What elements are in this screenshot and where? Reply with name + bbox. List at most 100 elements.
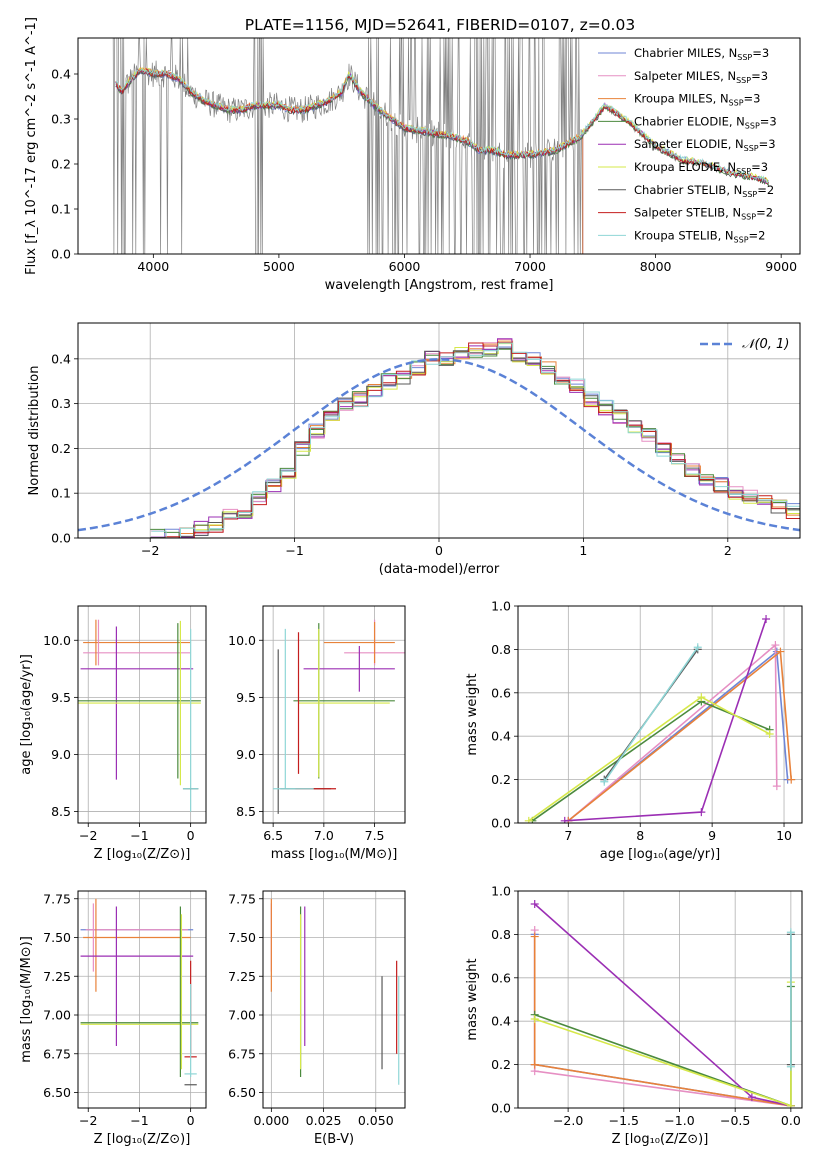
x-tick-label: 2	[724, 543, 732, 558]
plot-area	[524, 615, 796, 823]
y-tick-label: 0.8	[491, 927, 511, 942]
y-tick-label: 6.75	[228, 1046, 256, 1061]
x-axis-label: wavelength [Angstrom, rest frame]	[325, 278, 554, 293]
chart-mass_vs_Z: −2 −1 0 6.50 6.75 7.00 7.25 7.50 7.75 Z [log₁₀(Z/…	[19, 890, 207, 1147]
y-tick-label: 0.4	[51, 351, 71, 366]
legend-label-text: Salpeter ELODIE, N	[634, 137, 744, 151]
x-tick-label: 6.5	[263, 828, 283, 843]
x-tick-label: 10	[776, 828, 792, 843]
y-tick-label: 0.8	[491, 642, 511, 657]
y-tick-label: 0.0	[51, 531, 71, 546]
legend-label: Kroupa STELIB, NSSP=2	[634, 228, 765, 244]
legend-label-tail: =2	[756, 206, 773, 220]
x-axis-label: Z [log₁₀(Z/Z⊙)]	[94, 847, 191, 862]
mass-weight-marker	[771, 641, 780, 650]
mass-weight-marker	[747, 1093, 756, 1102]
legend-label-tail: =3	[744, 92, 761, 106]
mass-weight-marker	[786, 928, 795, 937]
chart-age_vs_mass: 6.5 7.0 7.5 8.5 9.0 9.5 10.0 mass [log₁₀(M/M⊙)]	[228, 605, 406, 862]
axes-frame	[77, 890, 207, 1109]
mass-weight-marker	[600, 777, 609, 786]
chart-mass_vs_ebv: 0.000 0.025 0.050 6.50 6.75 7.00 7.25 7.50 7.75 E…	[228, 890, 406, 1147]
x-tick-label: 0.025	[306, 1113, 342, 1128]
y-axis-label: Normed distribution	[27, 366, 42, 496]
x-tick-label: 0.050	[358, 1113, 394, 1128]
legend-label-text: Salpeter STELIB, N	[634, 206, 741, 220]
y-tick-label: 0.2	[491, 772, 511, 787]
chart-weight_vs_age: 7 8 9 10 0.0 0.2 0.4 0.6 0.8 1.0 age [log₁₀(age/yr…	[465, 599, 803, 862]
y-tick-label: 7.50	[43, 930, 71, 945]
y-tick-label: 8.5	[51, 804, 71, 819]
y-tick-label: 10.0	[43, 633, 71, 648]
legend-label-tail: =3	[760, 114, 777, 128]
x-tick-label: 0.000	[253, 1113, 289, 1128]
y-tick-label: 6.50	[228, 1085, 256, 1100]
x-tick-label: −2.0	[553, 1113, 583, 1128]
y-tick-label: 1.0	[491, 599, 511, 614]
x-tick-label: 8000	[640, 259, 672, 274]
legend-label-text: Chabrier ELODIE, N	[634, 114, 745, 128]
axes-frame	[77, 37, 801, 255]
legend-label-tail: =2	[757, 183, 774, 197]
y-tick-label: 9.5	[236, 690, 256, 705]
x-tick-label: 6000	[389, 259, 421, 274]
residual-histogram	[150, 342, 800, 538]
legend-label-sub: SSP	[736, 76, 751, 85]
x-axis-label: mass [log₁₀(M/M⊙)]	[271, 847, 398, 862]
x-tick-label: −1.0	[664, 1113, 694, 1128]
legend-label: Kroupa MILES, NSSP=3	[634, 92, 760, 108]
y-tick-label: 7.50	[228, 930, 256, 945]
y-tick-label: 0.1	[51, 486, 71, 501]
mass-weight-marker	[787, 775, 796, 784]
mass-weight-marker	[524, 816, 533, 823]
x-tick-label: 7.0	[314, 828, 334, 843]
axes-frame	[517, 890, 803, 1109]
mass-weight-marker	[530, 932, 539, 941]
chart-age_vs_Z: −2 −1 0 8.5 9.0 9.5 10.0 Z [log₁₀(Z/Z⊙)] age [lo…	[19, 605, 207, 862]
y-tick-label: 6.50	[43, 1085, 71, 1100]
y-axis-label: mass weight	[465, 673, 480, 755]
y-tick-label: 7.25	[43, 969, 71, 984]
legend-label: Salpeter MILES, NSSP=3	[634, 69, 768, 85]
mass-weight-marker	[693, 643, 702, 652]
y-tick-label: 0.3	[51, 396, 71, 411]
x-tick-label: −0.5	[720, 1113, 750, 1128]
x-tick-label: −1	[130, 1113, 148, 1128]
axes-frame	[262, 890, 406, 1109]
x-axis-label: Z [log₁₀(Z/Z⊙)]	[94, 1132, 191, 1147]
mass-weight-marker	[776, 647, 785, 656]
x-tick-label: 9000	[765, 259, 797, 274]
y-tick-label: 7.25	[228, 969, 256, 984]
legend-label: 𝒩(0, 1)	[742, 337, 789, 352]
plot-area	[273, 619, 405, 814]
legend-label-text: Kroupa ELODIE, N	[634, 160, 736, 174]
x-tick-label: 0	[435, 543, 443, 558]
y-tick-label: 0.1	[51, 202, 71, 217]
plot-area	[112, 38, 769, 254]
legend-label-sub: SSP	[736, 167, 751, 176]
legend-label: Salpeter ELODIE, NSSP=3	[634, 137, 776, 153]
legend-label: Chabrier ELODIE, NSSP=3	[634, 114, 777, 130]
legend-label: Salpeter STELIB, NSSP=2	[634, 206, 773, 222]
legend-label-tail: =3	[751, 160, 768, 174]
x-tick-label: −1	[130, 828, 148, 843]
legend-label-sub: SSP	[744, 144, 759, 153]
legend-label-sub: SSP	[745, 121, 760, 130]
legend-label-text: Kroupa STELIB, N	[634, 228, 734, 242]
plot-area	[530, 900, 795, 1108]
y-axis-label: Flux [f_λ 10^-17 erg cm^-2 s^-1 A^-1]	[24, 17, 39, 275]
y-tick-label: 0.2	[491, 1057, 511, 1072]
mass-weight-marker	[530, 1060, 539, 1069]
y-tick-label: 0.6	[491, 685, 511, 700]
x-tick-label: 0	[187, 828, 195, 843]
y-tick-label: 1.0	[491, 884, 511, 899]
legend-label-sub: SSP	[741, 213, 756, 222]
mass-weight-marker	[697, 693, 706, 702]
x-axis-label: Z [log₁₀(Z/Z⊙)]	[612, 1132, 709, 1147]
chart-residuals: −2 −1 0 1 2 0.0 0.1 0.2 0.3 0.4 (data-model)/error…	[27, 322, 801, 577]
y-tick-label: 0.4	[491, 1014, 511, 1029]
plot-area	[270, 898, 400, 1085]
axes-frame	[77, 605, 207, 824]
mass-weight-marker	[530, 900, 539, 909]
